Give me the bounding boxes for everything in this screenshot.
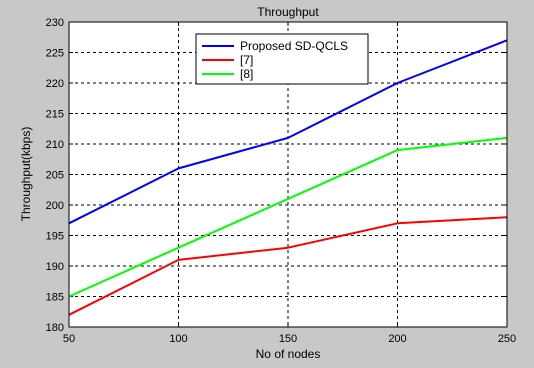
- legend-label: [7]: [240, 53, 253, 67]
- x-tick-label: 250: [498, 333, 516, 345]
- x-axis-title: No of nodes: [256, 347, 321, 361]
- x-tick-label: 100: [169, 333, 187, 345]
- series-line-3: [68, 136, 508, 298]
- legend-label: Proposed SD-QCLS: [240, 39, 348, 53]
- y-tick-label: 215: [46, 109, 64, 121]
- series-line-1: [68, 39, 508, 225]
- y-tick-label: 185: [46, 292, 64, 304]
- y-tick-label: 210: [46, 139, 64, 151]
- y-tick-label: 190: [46, 261, 64, 273]
- legend-label: [8]: [240, 67, 253, 81]
- x-axis-ticks: 50 100 150 200 250: [63, 22, 516, 345]
- y-tick-label: 205: [46, 170, 64, 182]
- plot-frame: [68, 21, 508, 328]
- x-tick-label: 150: [279, 333, 297, 345]
- y-tick-label: 225: [46, 48, 64, 60]
- series-lines: [68, 39, 508, 316]
- chart-title: Throughput: [257, 5, 319, 19]
- series-line-2: [68, 216, 508, 316]
- y-tick-label: 180: [46, 322, 64, 334]
- y-axis-title: Throughput(kbps): [19, 127, 33, 222]
- legend: Proposed SD-QCLS[7][8]: [195, 33, 369, 85]
- y-tick-label: 195: [46, 231, 64, 243]
- y-tick-label: 230: [46, 17, 64, 29]
- y-axis-ticks: 180 185 190 195 200 205 210 215 220 225 230: [46, 17, 507, 334]
- y-tick-label: 220: [46, 78, 64, 90]
- y-tick-label: 200: [46, 200, 64, 212]
- x-tick-label: 50: [63, 333, 75, 345]
- x-tick-label: 200: [388, 333, 406, 345]
